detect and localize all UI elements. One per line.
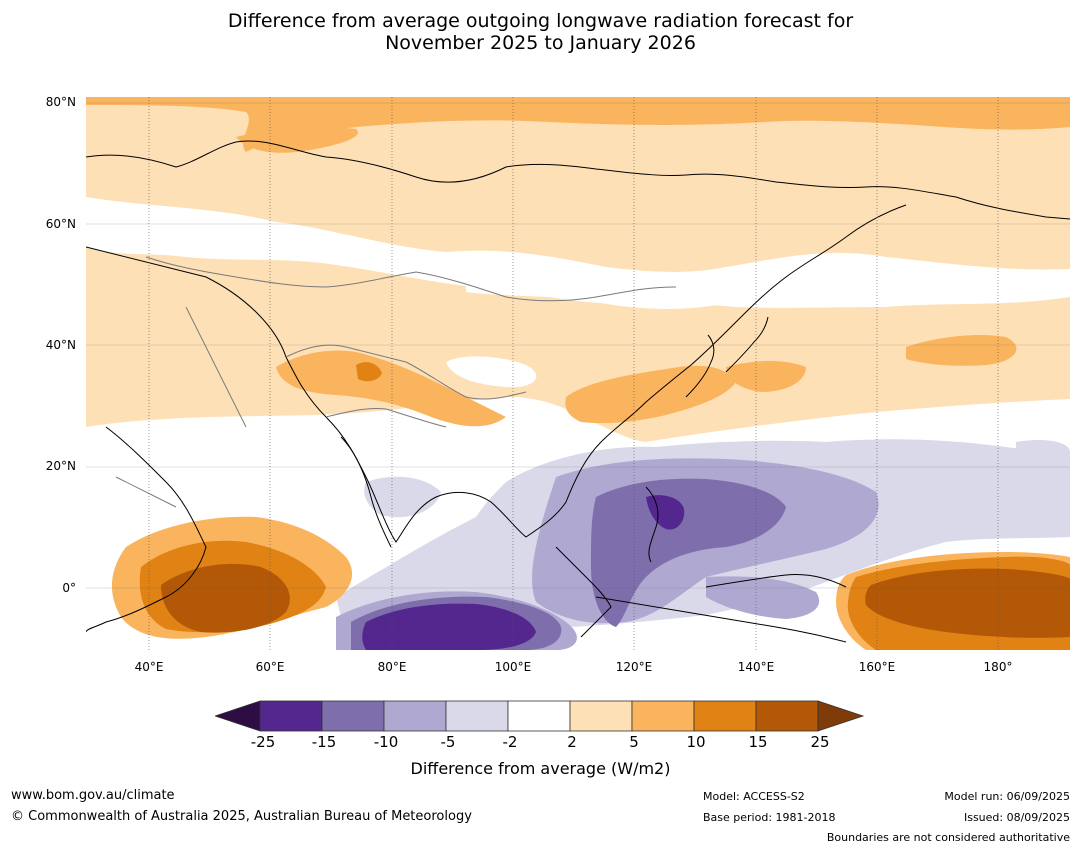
- near-normal-band-north: [86, 197, 1070, 308]
- base-period: Base period: 1981-2018: [703, 811, 836, 824]
- colorbar-cell-10_15: [693, 700, 757, 732]
- colorbar-cell-5_10: [631, 700, 695, 732]
- colorbar-cell-15_25: [755, 700, 819, 732]
- olr-5-10-arctic: [86, 97, 1070, 152]
- colorbar-extend-high: [817, 700, 865, 732]
- near-normal-patch-siberia: [466, 267, 746, 309]
- colorbar-tick: -25: [250, 733, 276, 751]
- lon-label-60e: 60°E: [255, 660, 285, 674]
- olr-5-10-north-pacific: [906, 335, 1017, 366]
- colorbar: [215, 700, 865, 732]
- copyright-notice: © Commonwealth of Australia 2025, Austra…: [11, 809, 472, 824]
- olr-minus5-minus2-east-pacific: [1016, 440, 1070, 537]
- colorbar-cells: [215, 700, 865, 732]
- colorbar-cell--15_-10: [321, 700, 385, 732]
- colorbar-tick: 25: [810, 733, 830, 751]
- lon-label-40e: 40°E: [134, 660, 164, 674]
- olr-5-10-tibet: [276, 350, 506, 427]
- website-link[interactable]: www.bom.gov.au/climate: [11, 788, 175, 803]
- colorbar-tick: 15: [748, 733, 768, 751]
- colorbar-cell--5_-2: [445, 700, 509, 732]
- colorbar-cell--25_-15: [259, 700, 323, 732]
- lon-label-80e: 80°E: [377, 660, 407, 674]
- colorbar-tick: -5: [440, 733, 456, 751]
- olr-5-10-east-china: [565, 365, 736, 424]
- graticule: [86, 97, 1070, 650]
- colorbar-label: Difference from average (W/m2): [410, 759, 671, 778]
- lon-label-180: 180°: [983, 660, 1013, 674]
- lon-label-100e: 100°E: [494, 660, 532, 674]
- lat-label-20n: 20°N: [45, 459, 76, 473]
- colorbar-cell-2_5: [569, 700, 633, 732]
- olr-anomaly-map: [86, 97, 1070, 650]
- lon-label-120e: 120°E: [615, 660, 653, 674]
- olr-minus25-minus15-philippine-sea: [646, 495, 685, 530]
- model-run-date: Model run: 06/09/2025: [944, 790, 1070, 803]
- map-title: Difference from average outgoing longwav…: [0, 10, 1081, 54]
- title-line-2: November 2025 to January 2026: [385, 32, 696, 54]
- olr-10-15-tibet-small: [356, 362, 382, 382]
- country-borders: [115, 256, 677, 508]
- colorbar-tick: 5: [629, 733, 639, 751]
- coastlines: [86, 140, 1070, 643]
- title-line-1: Difference from average outgoing longwav…: [227, 10, 854, 32]
- model-name: Model: ACCESS-S2: [703, 790, 805, 803]
- lon-label-160e: 160°E: [858, 660, 896, 674]
- near-normal-patch-china: [446, 356, 537, 388]
- olr-15-25-west-indian-ocean: [161, 563, 290, 633]
- colorbar-tick: -10: [373, 733, 399, 751]
- colorbar-tick: -15: [311, 733, 337, 751]
- olr-5-10-arctic-west: [236, 127, 358, 153]
- olr-minus10-minus5-arafura: [706, 576, 820, 619]
- olr-15-25-east-pacific: [865, 568, 1070, 638]
- lat-label-80n: 80°N: [45, 95, 76, 109]
- lat-label-40n: 40°N: [45, 338, 76, 352]
- boundaries-disclaimer: Boundaries are not considered authoritat…: [826, 831, 1070, 844]
- lat-label-0: 0°: [62, 581, 76, 595]
- colorbar-extend-low: [215, 700, 261, 732]
- colorbar-tick: -2: [502, 733, 518, 751]
- olr-5-10-japan: [726, 361, 806, 392]
- colorbar-tick: 10: [686, 733, 706, 751]
- issued-date: Issued: 08/09/2025: [963, 811, 1070, 824]
- colorbar-cell--2_2: [507, 700, 571, 732]
- lat-label-60n: 60°N: [45, 217, 76, 231]
- colorbar-cell--10_-5: [383, 700, 447, 732]
- lon-label-140e: 140°E: [737, 660, 775, 674]
- olr-minus15-minus10-philippines: [591, 478, 786, 627]
- olr-minus25-minus15-java-sea: [362, 603, 536, 650]
- colorbar-tick: 2: [567, 733, 577, 751]
